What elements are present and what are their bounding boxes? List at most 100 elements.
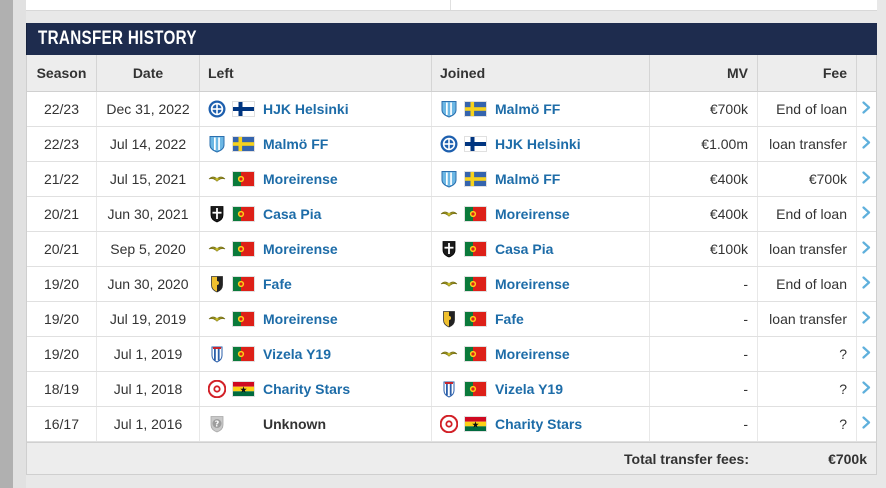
col-header-season: Season (27, 55, 97, 91)
joined-club-cell: Malmö FF (432, 162, 650, 196)
left-club-cell: Moreirense (200, 302, 432, 336)
fafe-logo-icon (208, 275, 226, 293)
club-name[interactable]: Moreirense (495, 346, 570, 362)
club-name[interactable]: Moreirense (495, 206, 570, 222)
club-name[interactable]: HJK Helsinki (495, 136, 581, 152)
row-detail-button[interactable] (857, 232, 876, 266)
season-cell: 18/19 (27, 372, 97, 406)
club-name[interactable]: Fafe (495, 311, 524, 327)
row-detail-button[interactable] (857, 197, 876, 231)
svg-text:?: ? (215, 419, 220, 428)
ghana-flag-icon (465, 417, 486, 431)
left-club-cell: HJK Helsinki (200, 92, 432, 126)
row-detail-button[interactable] (857, 127, 876, 161)
left-club-cell: Malmö FF (200, 127, 432, 161)
row-detail-button[interactable] (857, 267, 876, 301)
season-cell: 16/17 (27, 407, 97, 441)
row-detail-button[interactable] (857, 162, 876, 196)
season-cell: 20/21 (27, 197, 97, 231)
row-detail-button[interactable] (857, 337, 876, 371)
row-detail-button[interactable] (857, 302, 876, 336)
transfer-history-module: TRANSFER HISTORY Season Date Left Joined… (26, 23, 877, 475)
truncated-card-above (26, 0, 877, 11)
date-cell: Jul 14, 2022 (97, 127, 200, 161)
joined-club-cell: Moreirense (432, 267, 650, 301)
date-cell: Jul 1, 2019 (97, 337, 200, 371)
row-detail-button[interactable] (857, 92, 876, 126)
transfer-history-title-bar: TRANSFER HISTORY (26, 23, 877, 55)
portugal-flag-icon (233, 172, 254, 186)
club-name[interactable]: Vizela Y19 (263, 346, 331, 362)
date-cell: Dec 31, 2022 (97, 92, 200, 126)
row-detail-button[interactable] (857, 407, 876, 441)
club-name[interactable]: Vizela Y19 (495, 381, 563, 397)
left-club-cell: ? Unknown (200, 407, 432, 441)
joined-club-cell: HJK Helsinki (432, 127, 650, 161)
joined-club-cell: Charity Stars (432, 407, 650, 441)
moreirense-logo-icon (208, 240, 226, 258)
club-name[interactable]: Moreirense (263, 311, 338, 327)
total-fees-value: €700k (828, 450, 867, 467)
club-name[interactable]: Malmö FF (495, 101, 561, 117)
fee-cell: End of loan (758, 92, 857, 126)
fee-cell: loan transfer (758, 232, 857, 266)
portugal-flag-icon (233, 277, 254, 291)
charity-stars-logo-icon (440, 415, 458, 433)
chevron-right-icon (862, 171, 871, 187)
club-name[interactable]: Casa Pia (495, 241, 554, 257)
fee-cell: loan transfer (758, 302, 857, 336)
chevron-right-icon (862, 276, 871, 292)
truncated-card-divider (450, 0, 451, 10)
club-name[interactable]: Fafe (263, 276, 292, 292)
portugal-flag-icon (465, 312, 486, 326)
mv-cell: - (650, 267, 758, 301)
club-name[interactable]: Charity Stars (495, 416, 583, 432)
finland-flag-icon (233, 102, 254, 116)
sweden-flag-icon (233, 137, 254, 151)
date-cell: Jun 30, 2021 (97, 197, 200, 231)
transfer-row: 16/17 Jul 1, 2016 ? Unknown Charity Star… (27, 407, 876, 442)
transfer-row: 19/20 Jun 30, 2020 Fafe Moreirense - End… (27, 267, 876, 302)
sweden-flag-icon (465, 102, 486, 116)
moreirense-logo-icon (440, 345, 458, 363)
transfer-row: 20/21 Sep 5, 2020 Moreirense Casa Pia €1… (27, 232, 876, 267)
club-name[interactable]: Malmö FF (263, 136, 329, 152)
club-name[interactable]: Casa Pia (263, 206, 322, 222)
transfer-row: 19/20 Jul 19, 2019 Moreirense Fafe - loa… (27, 302, 876, 337)
row-detail-button[interactable] (857, 372, 876, 406)
transfer-row: 22/23 Jul 14, 2022 Malmö FF HJK Helsinki… (27, 127, 876, 162)
club-name[interactable]: Moreirense (263, 241, 338, 257)
left-club-cell: Charity Stars (200, 372, 432, 406)
col-header-joined: Joined (432, 55, 650, 91)
table-body: 22/23 Dec 31, 2022 HJK Helsinki Malmö FF… (27, 92, 876, 442)
left-club-cell: Moreirense (200, 232, 432, 266)
content-column: TRANSFER HISTORY Season Date Left Joined… (26, 0, 877, 475)
joined-club-cell: Moreirense (432, 197, 650, 231)
hjk-helsinki-logo-icon (208, 100, 226, 118)
moreirense-logo-icon (440, 275, 458, 293)
club-name[interactable]: Moreirense (495, 276, 570, 292)
finland-flag-icon (465, 137, 486, 151)
club-name[interactable]: Charity Stars (263, 381, 351, 397)
vizela-logo-icon (440, 380, 458, 398)
chevron-right-icon (862, 311, 871, 327)
table-footer-row: Total transfer fees: €700k (26, 442, 877, 475)
table-header-row: Season Date Left Joined MV Fee (27, 55, 876, 92)
mv-cell: €100k (650, 232, 758, 266)
date-cell: Jul 19, 2019 (97, 302, 200, 336)
fee-cell: ? (758, 372, 857, 406)
portugal-flag-icon (233, 312, 254, 326)
sweden-flag-icon (465, 172, 486, 186)
club-name[interactable]: Moreirense (263, 171, 338, 187)
portugal-flag-icon (465, 277, 486, 291)
moreirense-logo-icon (440, 205, 458, 223)
module-title: TRANSFER HISTORY (38, 28, 197, 49)
malmo-ff-logo-icon (440, 170, 458, 188)
date-cell: Jul 15, 2021 (97, 162, 200, 196)
club-name[interactable]: HJK Helsinki (263, 101, 349, 117)
club-name[interactable]: Malmö FF (495, 171, 561, 187)
fee-cell: End of loan (758, 267, 857, 301)
date-cell: Jun 30, 2020 (97, 267, 200, 301)
portugal-flag-icon (465, 207, 486, 221)
malmo-ff-logo-icon (208, 135, 226, 153)
